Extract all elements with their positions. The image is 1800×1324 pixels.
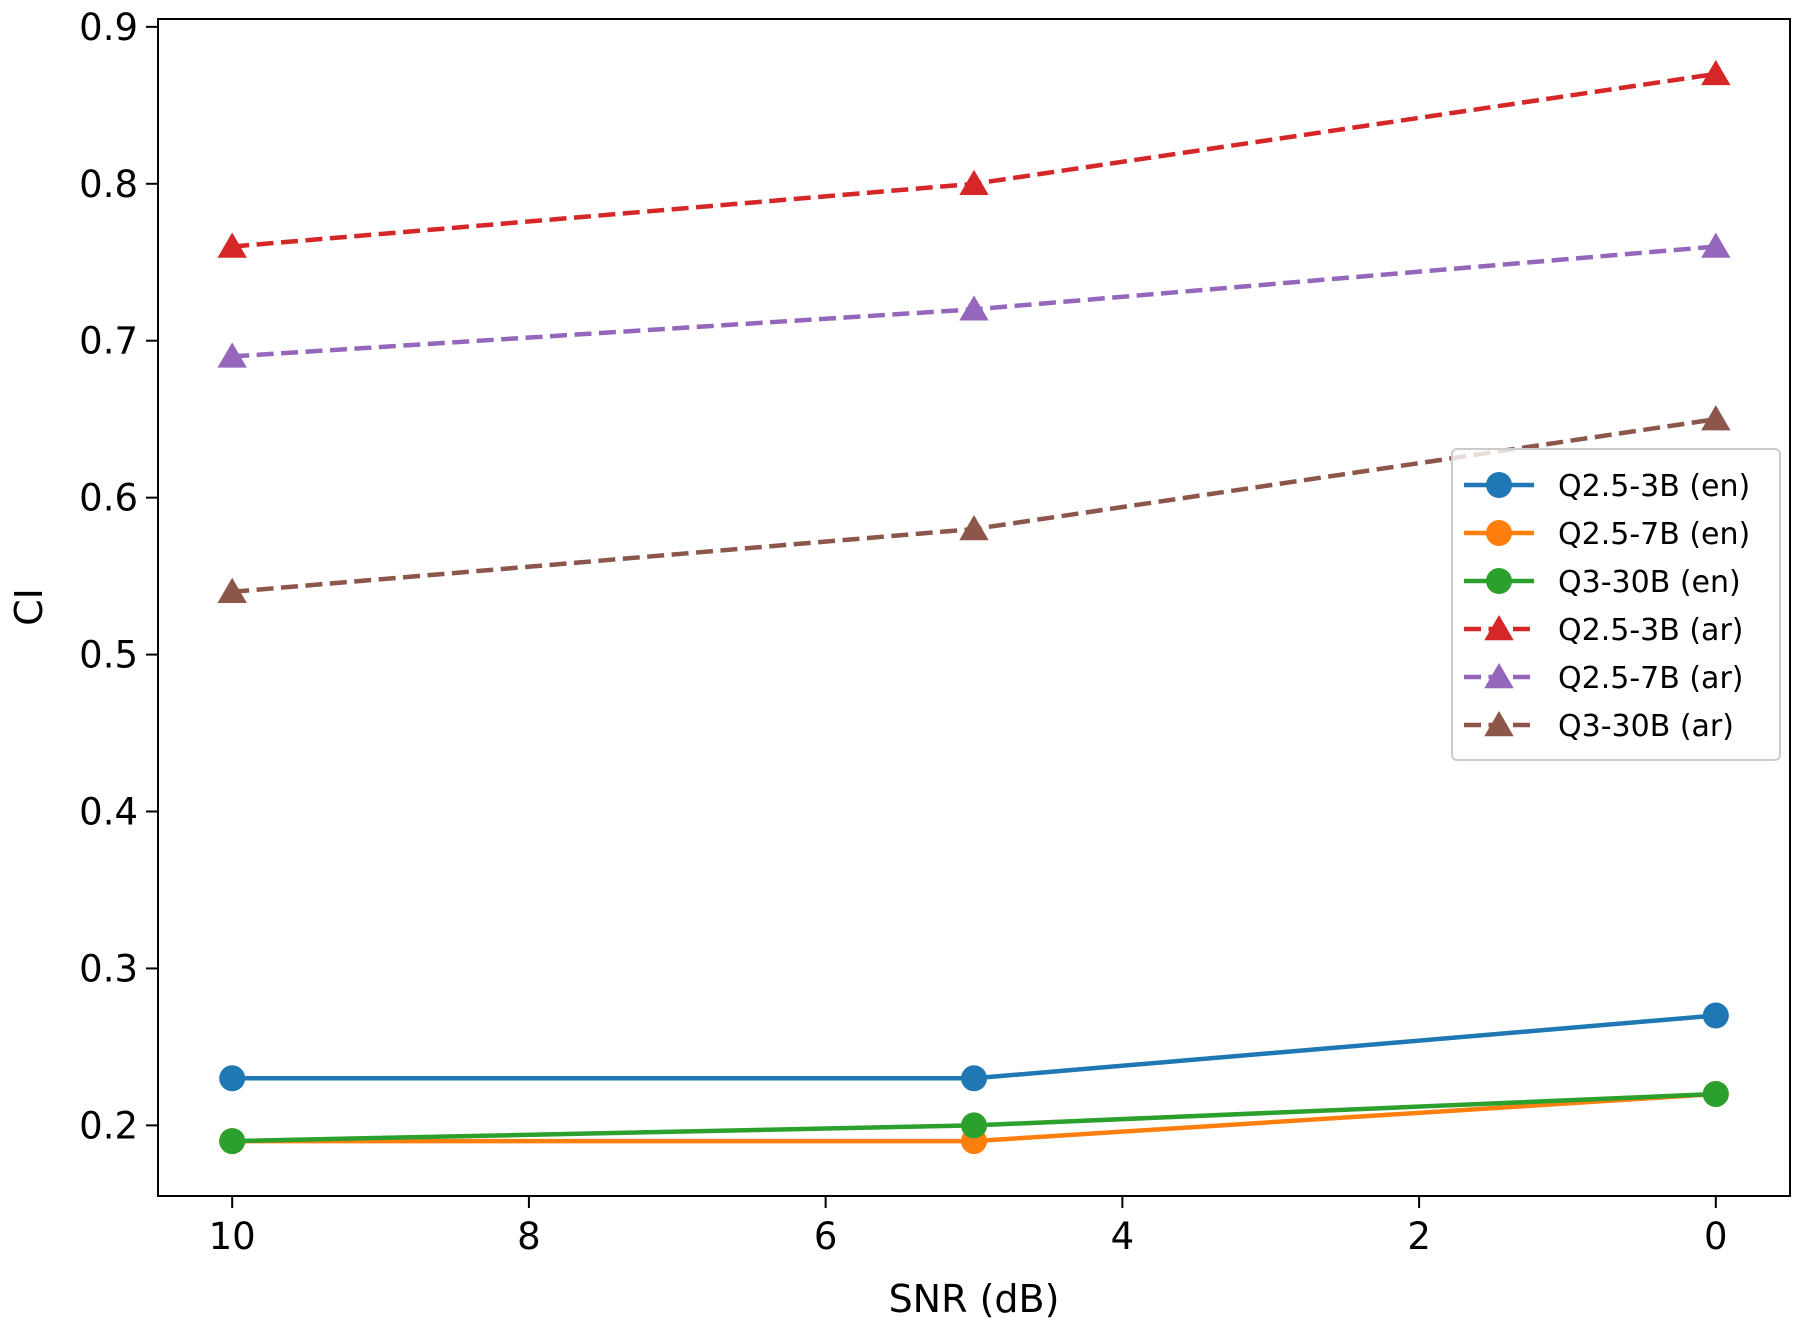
legend-label: Q3-30B (ar) bbox=[1558, 709, 1734, 744]
legend-label: Q2.5-3B (en) bbox=[1558, 469, 1750, 504]
x-axis: 10 8 6 4 2 0 bbox=[209, 1196, 1728, 1258]
x-tick-label: 6 bbox=[814, 1215, 838, 1258]
legend-marker bbox=[1484, 711, 1514, 737]
legend-box bbox=[1451, 448, 1781, 761]
y-tick-label: 0.3 bbox=[79, 947, 138, 990]
data-point bbox=[959, 295, 989, 321]
x-tick-label: 4 bbox=[1111, 1215, 1135, 1258]
plot-marks bbox=[217, 59, 1731, 1155]
y-tick-label: 0.2 bbox=[79, 1104, 138, 1147]
y-axis: 0.2 0.3 0.4 0.5 0.6 0.7 0.8 0.9 bbox=[79, 6, 158, 1147]
data-point bbox=[959, 515, 989, 541]
data-point bbox=[961, 1065, 987, 1092]
y-tick-label: 0.7 bbox=[79, 320, 138, 363]
legend-marker bbox=[1484, 615, 1514, 641]
data-point bbox=[959, 169, 989, 195]
legend-label: Q2.5-7B (en) bbox=[1558, 517, 1750, 552]
data-point bbox=[1701, 232, 1731, 258]
data-point bbox=[217, 342, 247, 368]
y-tick-label: 0.5 bbox=[79, 634, 138, 677]
data-point bbox=[217, 577, 247, 604]
y-tick-label: 0.8 bbox=[79, 163, 138, 206]
legend-label: Q2.5-7B (ar) bbox=[1558, 661, 1743, 696]
data-point bbox=[1701, 405, 1731, 431]
x-tick-label: 10 bbox=[209, 1215, 256, 1258]
x-tick-label: 8 bbox=[517, 1215, 541, 1258]
data-point bbox=[219, 1065, 246, 1092]
y-tick-label: 0.4 bbox=[79, 791, 138, 834]
data-point bbox=[219, 1128, 246, 1155]
y-axis-label: CI bbox=[7, 588, 51, 626]
plot-frame bbox=[157, 18, 1791, 1197]
data-point bbox=[1702, 1002, 1729, 1029]
legend-marker bbox=[1486, 568, 1512, 594]
legend-label: Q2.5-3B (ar) bbox=[1558, 613, 1743, 648]
y-tick-label: 0.9 bbox=[79, 6, 138, 49]
x-tick-label: 2 bbox=[1407, 1215, 1431, 1258]
legend-label: Q3-30B (en) bbox=[1558, 565, 1741, 600]
legend-marker bbox=[1484, 663, 1514, 689]
legend-marker bbox=[1486, 472, 1512, 498]
legend: Q2.5-3B (en) Q2.5-7B (en) Q3-30B (en) Q2.5-… bbox=[1451, 448, 1781, 761]
data-point bbox=[961, 1112, 987, 1139]
legend-marker bbox=[1486, 520, 1512, 546]
data-point bbox=[1701, 59, 1731, 86]
series-line bbox=[231, 71, 1717, 249]
y-tick-label: 0.6 bbox=[79, 477, 138, 520]
x-axis-label: SNR (dB) bbox=[889, 1277, 1060, 1321]
data-point bbox=[217, 232, 247, 258]
data-point bbox=[1702, 1080, 1729, 1107]
x-tick-label: 0 bbox=[1704, 1215, 1728, 1258]
